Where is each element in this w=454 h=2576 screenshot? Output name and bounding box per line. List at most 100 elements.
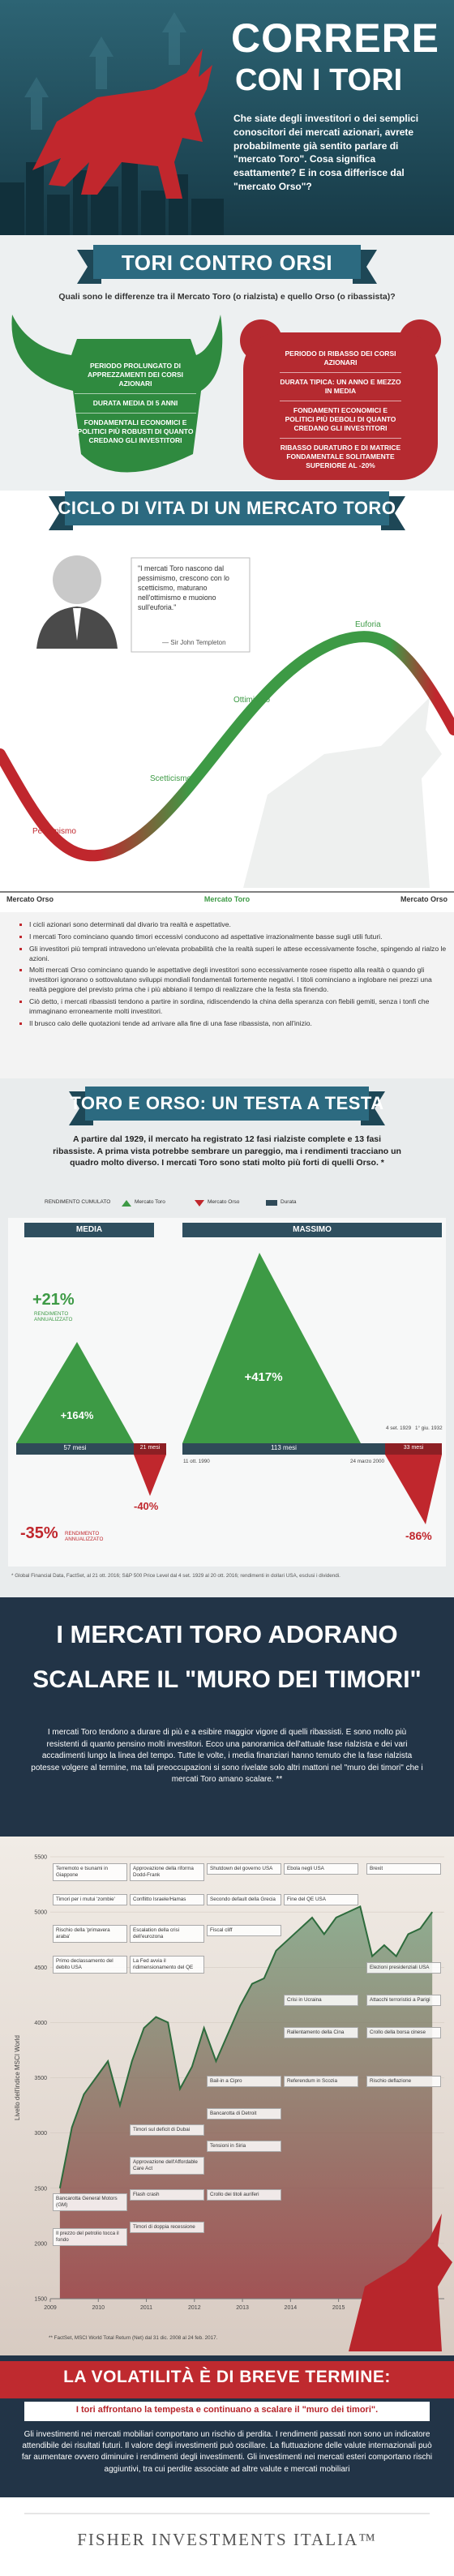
bull-item: PERIODO PROLUNGATO DI APPREZZAMENTI DEI … bbox=[87, 362, 184, 388]
tab bbox=[24, 1223, 154, 1237]
annualized-label: RENDIMENTO ANNUALIZZATO bbox=[34, 1311, 73, 1322]
annotation: Shutdown del governo USA bbox=[207, 1863, 281, 1875]
annotation: Timori sul deficit di Dubai bbox=[130, 2124, 204, 2136]
annualized-bull: +21% bbox=[32, 1291, 75, 1309]
banner-title: LA VOLATILITÀ È DI BREVE TERMINE: bbox=[63, 2368, 391, 2386]
annotation: Crollo dei titoli auriferi bbox=[207, 2189, 281, 2201]
stage-label: Pessimismo bbox=[32, 827, 76, 836]
annotation: Referendum in Scozia bbox=[284, 2076, 358, 2087]
x-tick-label: 2009 bbox=[44, 2305, 57, 2311]
y-tick-label: 5500 bbox=[34, 1855, 47, 1861]
bullet: I cicli azionari sono determinati dal di… bbox=[29, 920, 447, 930]
x-tick-label: 2014 bbox=[285, 2305, 298, 2311]
legend-item: Durata bbox=[281, 1199, 297, 1205]
brand: FISHER INVESTMENTS ITALIA™ bbox=[77, 2530, 377, 2549]
annotation: Tensioni in Siria bbox=[207, 2141, 281, 2152]
bear-panel bbox=[243, 332, 438, 480]
bear-duration: 33 mesi bbox=[403, 1445, 424, 1451]
bear-return: -40% bbox=[134, 1500, 159, 1512]
annotation: Crisi in Ucraina bbox=[284, 1995, 358, 2006]
x-tick-label: 2013 bbox=[236, 2305, 249, 2311]
annotation: Timori di doppia recessione bbox=[130, 2222, 204, 2233]
legend-swatch bbox=[266, 1200, 277, 1206]
line bbox=[58, 1905, 433, 2188]
duration-bar bbox=[134, 1443, 166, 1455]
annotation: Brexit bbox=[366, 1863, 441, 1875]
banner-subtitle: I tori affrontano la tempesta e continua… bbox=[75, 2405, 379, 2415]
annotation: Ebola negli USA bbox=[284, 1863, 358, 1875]
section-bg bbox=[0, 912, 454, 1078]
legend-item: Mercato Orso bbox=[208, 1199, 240, 1205]
annotation: Crollo della borsa cinese bbox=[366, 2027, 441, 2038]
annotation: Rischio della 'primavera araba' bbox=[53, 1925, 127, 1943]
bullet: I mercati Toro cominciano quando timori … bbox=[29, 932, 447, 942]
x-tick-label: 2012 bbox=[188, 2305, 201, 2311]
stage-label: Scetticismo bbox=[150, 774, 192, 783]
annotation: Rallentamento della Cina bbox=[284, 2027, 358, 2038]
annualized-label: RENDIMENTO ANNUALIZZATO bbox=[65, 1531, 104, 1542]
section-title: TORI CONTRO ORSI bbox=[121, 251, 333, 275]
annotation: La Fed avvia il ridimensionamento del QE bbox=[130, 1956, 204, 1974]
y-tick-label: 1500 bbox=[34, 2297, 47, 2303]
date-label: 1° giu. 1932 bbox=[415, 1425, 443, 1431]
bull-item: DURATA MEDIA DI 5 ANNI bbox=[75, 393, 196, 413]
bull-list: PERIODO PROLUNGATO DI APPREZZAMENTI DEI … bbox=[75, 357, 196, 450]
annotation: Escalation della crisi dell'eurozona bbox=[130, 1925, 204, 1943]
arrows bbox=[24, 12, 186, 130]
phase-label: Mercato Toro bbox=[203, 895, 251, 903]
title: CORRERE bbox=[231, 15, 440, 61]
annotation: Fine del QE USA bbox=[284, 1894, 358, 1905]
bear-duration: 21 mesi bbox=[139, 1445, 161, 1451]
y-tick-label: 2500 bbox=[34, 2186, 47, 2192]
bull-item: FONDAMENTALI ECONOMICI E POLITICI PIÙ RO… bbox=[75, 413, 196, 450]
bullet: Il brusco calo delle quotazioni tende ad… bbox=[29, 1019, 447, 1029]
duration-bar bbox=[16, 1443, 134, 1455]
phase-label: Mercato Orso bbox=[6, 895, 54, 903]
skyline bbox=[0, 158, 224, 235]
annotation: Rischio deflazione bbox=[366, 2076, 441, 2087]
annotation: Bail-in a Cipro bbox=[207, 2076, 281, 2087]
x-tick-label: 2015 bbox=[332, 2305, 345, 2311]
y-tick-label: 4500 bbox=[34, 1965, 47, 1971]
bull-silhouette bbox=[32, 49, 212, 199]
bull-return: +417% bbox=[244, 1370, 283, 1384]
section-title: SCALARE IL "MURO DEI TIMORI" bbox=[32, 1666, 422, 1693]
y-tick-label: 3500 bbox=[34, 2076, 47, 2081]
legend-item: Mercato Toro bbox=[135, 1199, 165, 1205]
phase-label: Mercato Orso bbox=[400, 895, 448, 903]
tab-heading: MEDIA bbox=[75, 1225, 103, 1234]
legend-label: RENDIMENTO CUMULATO bbox=[45, 1199, 111, 1205]
date-label: 24 marzo 2000 bbox=[349, 1459, 384, 1464]
bear-item: RIBASSO DURATURO E DI MATRICE FONDAMENTA… bbox=[280, 438, 401, 475]
annotation: Bancarotta di Detroit bbox=[207, 2108, 281, 2120]
bear-item: DURATA TIPICA: UN ANNO E MEZZO IN MEDIA bbox=[280, 372, 401, 401]
tab-heading: MASSIMO bbox=[293, 1225, 332, 1234]
question: Quali sono le differenze tra il Mercato … bbox=[58, 292, 396, 302]
section-title: I MERCATI TORO ADORANO bbox=[56, 1620, 398, 1648]
y-tick-label: 5000 bbox=[34, 1910, 47, 1916]
annotation: Bancarotta General Motors (GM) bbox=[53, 2193, 127, 2211]
legend-swatch bbox=[195, 1200, 204, 1207]
portrait-shirt bbox=[73, 608, 81, 641]
quote: "I mercati Toro nascono dal pessimismo, … bbox=[138, 564, 229, 611]
bull-triangle bbox=[182, 1253, 361, 1443]
disclaimer: Gli investimenti nei mercati mobiliari c… bbox=[21, 2430, 433, 2474]
date-label: 11 ott. 1990 bbox=[183, 1459, 210, 1464]
x-tick-label: 2011 bbox=[140, 2305, 152, 2311]
annotation: Terremoto e tsunami in Giappone bbox=[53, 1863, 127, 1881]
annotation: Fiscal cliff bbox=[207, 1925, 281, 1936]
quote-author: — Sir John Templeton bbox=[162, 639, 226, 646]
red-banner bbox=[0, 2361, 454, 2398]
bear-list: PERIODO DI RIBASSO DEI CORSI AZIONARI DUR… bbox=[280, 345, 401, 475]
subtitle-box bbox=[24, 2402, 430, 2421]
intro: Che siate degli investitori o dei sempli… bbox=[233, 113, 419, 192]
annotation: Flash crash bbox=[130, 2189, 204, 2201]
bull-duration: 113 mesi bbox=[271, 1444, 297, 1451]
annotation: Elezioni presidenziali USA bbox=[366, 1962, 441, 1974]
section-bg bbox=[0, 1597, 454, 1837]
y-tick-label: 2000 bbox=[34, 2241, 47, 2247]
bear-triangle bbox=[134, 1455, 166, 1496]
bull-duration: 57 mesi bbox=[63, 1444, 87, 1451]
annotation: Secondo default della Grecia bbox=[207, 1894, 281, 1905]
